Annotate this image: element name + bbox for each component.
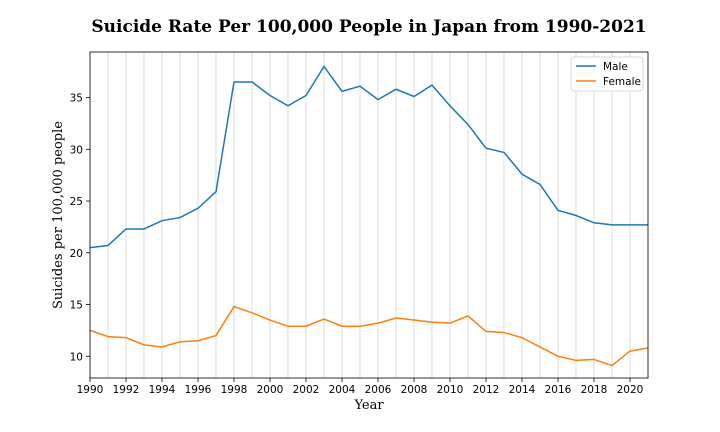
y-tick-label: 25 [70,196,83,208]
plot-area [89,51,649,379]
x-tick-label: 1996 [185,384,212,396]
y-tick-label: 20 [70,248,83,260]
legend: Male Female [570,56,644,92]
series-line-female [89,305,649,367]
y-tick-label: 30 [70,144,83,156]
y-tick-label: 35 [70,93,83,105]
x-axis-ticks: 1990 1992 1994 1996 1998 2000 2002 2004 2006 2008… [77,378,644,396]
x-tick-label: 2012 [473,384,500,396]
y-axis-ticks: 10 15 20 25 30 35 [70,93,90,363]
y-axis-label: Suicides per 100,000 people [51,121,66,309]
x-tick-label: 2014 [509,384,536,396]
legend-label-male: Male [603,61,628,73]
y-tick-label: 10 [70,351,83,363]
y-tick-label: 15 [70,300,83,312]
x-tick-label: 2002 [293,384,320,396]
chart-title: Suicide Rate Per 100,000 People in Japan… [91,17,646,37]
legend-label-female: Female [603,76,641,88]
series-line-male [89,65,648,249]
x-tick-label: 2016 [545,384,572,396]
x-tick-label: 2020 [617,384,644,396]
x-tick-label: 2018 [581,384,608,396]
x-tick-label: 2010 [437,384,464,396]
x-tick-label: 2008 [401,384,428,396]
x-tick-label: 1994 [149,384,176,396]
x-tick-label: 2004 [329,384,356,396]
x-tick-label: 1992 [113,384,140,396]
x-tick-label: 2006 [365,384,392,396]
series-lines [89,65,649,367]
x-tick-label: 1990 [77,384,104,396]
x-tick-label: 1998 [221,384,248,396]
x-axis-label: Year [353,398,384,413]
x-tick-label: 2000 [257,384,284,396]
grid [89,52,649,378]
